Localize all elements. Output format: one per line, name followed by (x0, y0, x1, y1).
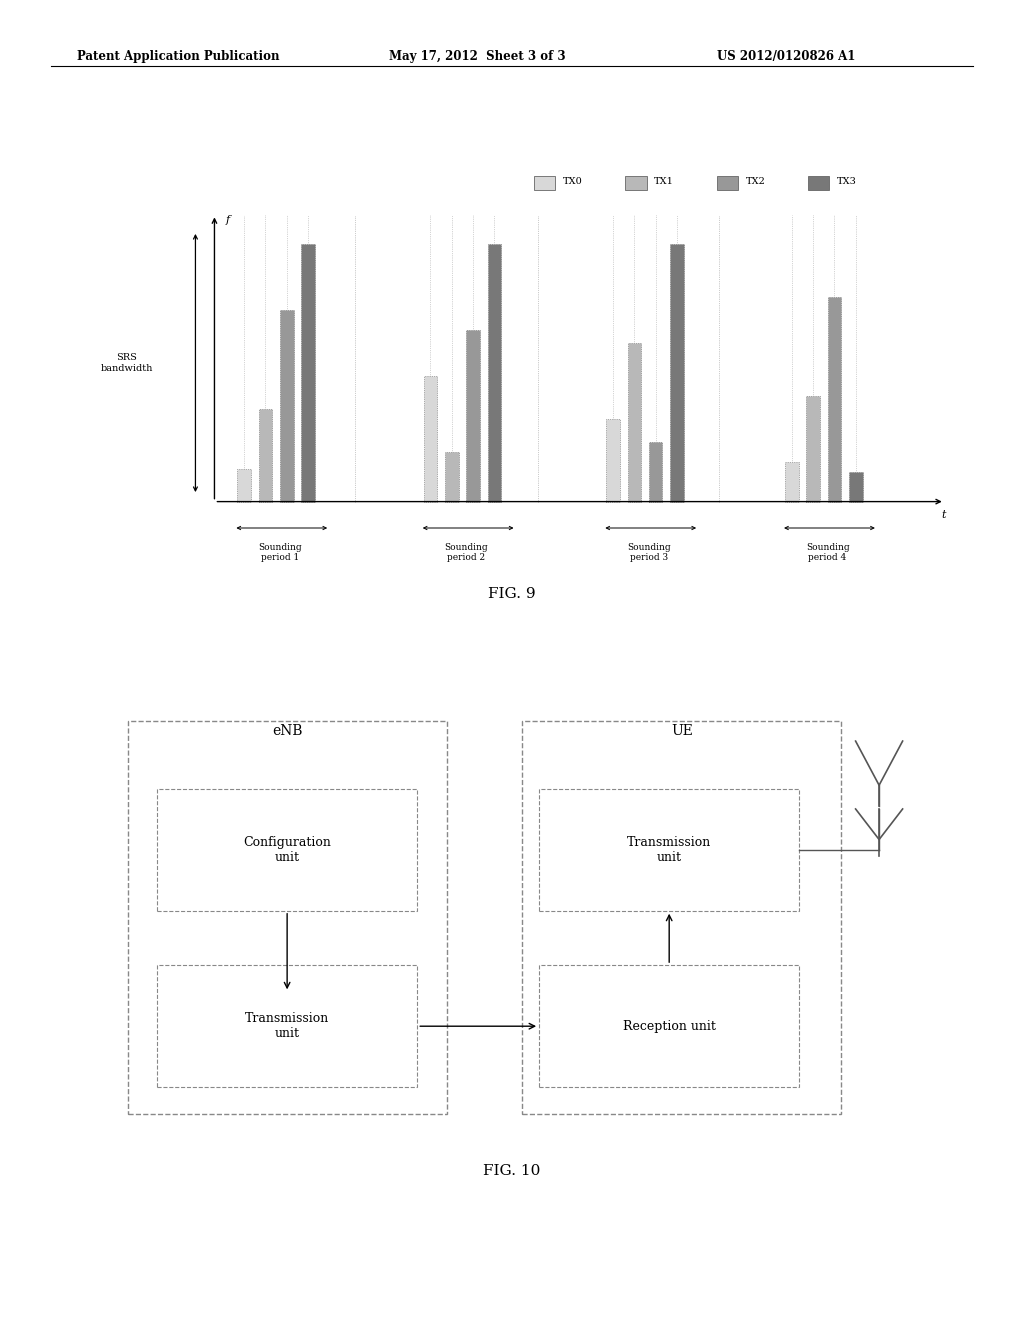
Bar (717, 176, 738, 190)
Text: SRS
bandwidth: SRS bandwidth (100, 354, 154, 372)
Text: TX3: TX3 (837, 177, 856, 186)
Bar (280, 310, 294, 502)
Text: Patent Application Publication: Patent Application Publication (77, 50, 280, 63)
Text: TX0: TX0 (563, 177, 583, 186)
Text: FIG. 10: FIG. 10 (483, 1164, 541, 1179)
Text: Sounding
period 1: Sounding period 1 (258, 543, 302, 562)
Text: TX1: TX1 (654, 177, 674, 186)
Text: FIG. 9: FIG. 9 (488, 587, 536, 602)
Text: eNB: eNB (272, 723, 302, 738)
Bar (785, 462, 799, 502)
Bar (157, 788, 418, 911)
Bar (487, 244, 501, 502)
Bar (808, 176, 829, 190)
Text: Transmission
unit: Transmission unit (627, 836, 712, 863)
Bar (626, 176, 646, 190)
Text: f: f (226, 215, 230, 224)
Bar (539, 788, 800, 911)
Text: TX2: TX2 (745, 177, 765, 186)
Bar (466, 330, 480, 502)
Bar (522, 721, 842, 1114)
Bar (301, 244, 314, 502)
Bar (849, 473, 862, 502)
Bar (238, 469, 251, 502)
Bar (628, 343, 641, 502)
Bar (445, 451, 459, 502)
Bar (806, 396, 820, 502)
Bar (670, 244, 684, 502)
Bar (827, 297, 842, 502)
Bar (259, 409, 272, 502)
Bar (539, 965, 800, 1088)
Bar (606, 420, 620, 502)
Text: Sounding
period 3: Sounding period 3 (627, 543, 671, 562)
Text: May 17, 2012  Sheet 3 of 3: May 17, 2012 Sheet 3 of 3 (389, 50, 565, 63)
Bar (157, 965, 418, 1088)
Text: Configuration
unit: Configuration unit (243, 836, 331, 863)
Text: US 2012/0120826 A1: US 2012/0120826 A1 (717, 50, 855, 63)
Bar (424, 376, 437, 502)
Text: t: t (941, 510, 945, 520)
Text: Transmission
unit: Transmission unit (245, 1012, 330, 1040)
Text: Sounding
period 2: Sounding period 2 (444, 543, 488, 562)
Text: Sounding
period 4: Sounding period 4 (806, 543, 849, 562)
Text: Reception unit: Reception unit (623, 1020, 716, 1032)
Text: UE: UE (671, 723, 692, 738)
Bar (128, 721, 446, 1114)
Bar (534, 176, 555, 190)
Bar (649, 442, 663, 502)
